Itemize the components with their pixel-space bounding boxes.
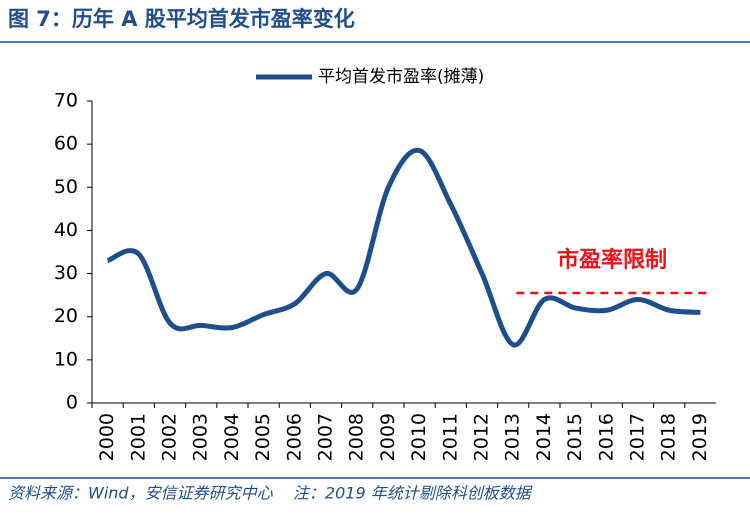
x-tick-label: 2000 — [96, 413, 118, 461]
y-tick-label: 70 — [54, 90, 78, 112]
y-tick-label: 40 — [54, 219, 78, 241]
x-tick-label: 2018 — [658, 413, 680, 461]
y-tick-label: 30 — [54, 262, 78, 284]
x-tick-label: 2001 — [127, 413, 149, 461]
x-tick-label: 2008 — [346, 413, 368, 461]
legend-label: 平均首发市盈率(摊薄) — [318, 67, 484, 87]
x-tick-label: 2002 — [159, 413, 181, 461]
y-tick-label: 50 — [54, 176, 78, 198]
x-tick-label: 2013 — [502, 413, 524, 461]
source-note: 资料来源：Wind，安信证券研究中心 注：2019 年统计剔除科创板数据 — [8, 484, 533, 503]
series-line — [106, 147, 701, 348]
y-tick-label: 60 — [54, 133, 78, 155]
y-tick-label: 10 — [54, 348, 78, 370]
x-tick-label: 2011 — [439, 413, 461, 461]
annotation-label: 市盈率限制 — [557, 247, 667, 273]
x-tick-label: 2003 — [190, 413, 212, 461]
y-tick-label: 20 — [54, 305, 78, 327]
x-tick-label: 2009 — [377, 413, 399, 461]
x-tick-label: 2019 — [689, 413, 711, 461]
x-tick-label: 2017 — [627, 413, 649, 461]
x-tick-label: 2010 — [408, 413, 430, 461]
x-tick-label: 2004 — [221, 413, 243, 461]
x-tick-label: 2007 — [315, 413, 337, 461]
x-tick-label: 2014 — [533, 413, 555, 461]
y-tick-label: 0 — [66, 392, 78, 414]
x-tick-label: 2006 — [283, 413, 305, 461]
x-tick-label: 2005 — [252, 413, 274, 461]
x-tick-label: 2012 — [471, 413, 493, 461]
x-tick-label: 2015 — [564, 413, 586, 461]
chart-title: 图 7：历年 A 股平均首发市盈率变化 — [8, 7, 355, 31]
x-tick-label: 2016 — [595, 413, 617, 461]
